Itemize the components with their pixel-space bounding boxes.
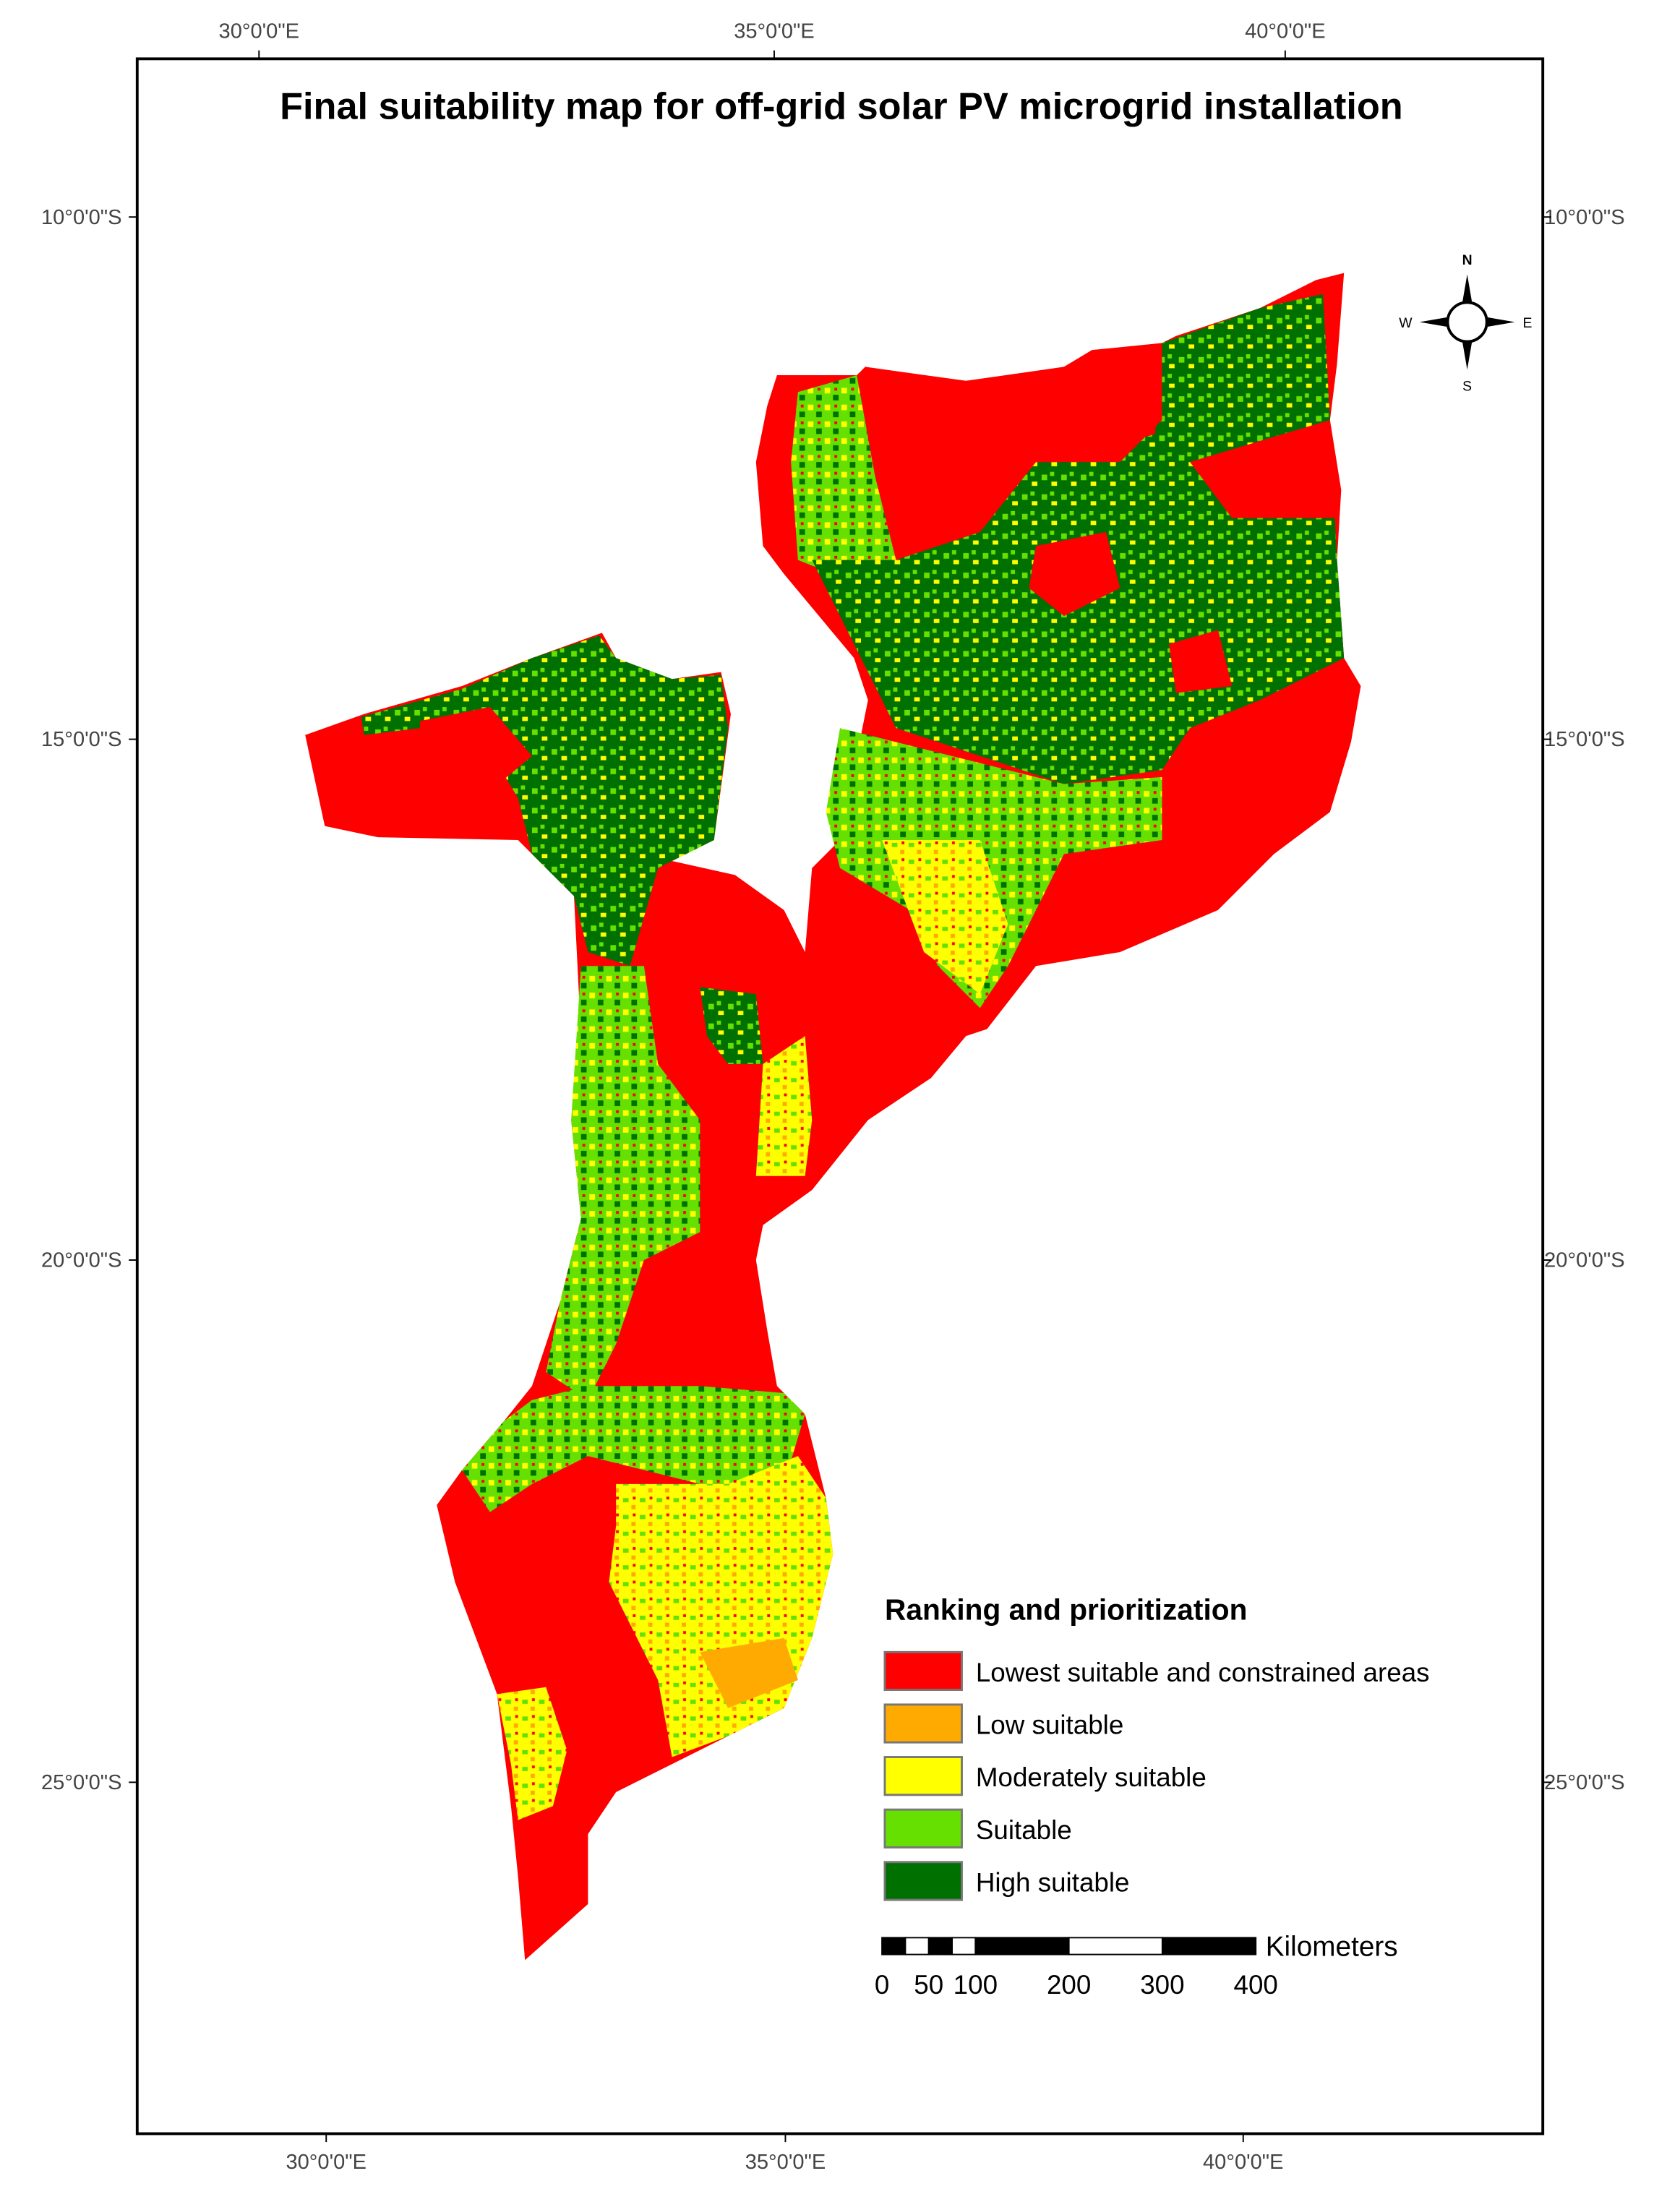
graticule-labels: 30°0'0"E 35°0'0"E 40°0'0"E 30°0'0"E 35°0'0"E… [41,20,1625,2174]
legend-swatch [883,1650,963,1692]
legend-label: Lowest suitable and constrained areas [976,1658,1430,1687]
graticule-label: 15°0'0"S [1544,728,1624,751]
graticule-label: 15°0'0"S [41,728,121,751]
legend-swatch [883,1703,963,1744]
scale-segment [881,1937,907,1955]
scale-unit: Kilometers [1266,1932,1398,1963]
scale-tick-label: 50 [914,1970,943,2000]
graticule-label: 25°0'0"S [41,1771,121,1794]
scale-tick-label: 400 [1234,1970,1278,2000]
graticule-label: 20°0'0"S [1544,1249,1624,1272]
scale-tick-label: 200 [1047,1970,1091,2000]
scale-segment [1068,1937,1163,1955]
graticule-label: 40°0'0"E [1245,20,1325,43]
legend-swatch [883,1808,963,1849]
graticule-label: 10°0'0"S [41,206,121,229]
legend-label: Suitable [976,1815,1072,1845]
legend-label: High suitable [976,1867,1130,1897]
compass-label: E [1522,315,1532,331]
graticule-label: 20°0'0"S [41,1249,121,1272]
scale-tick-label: 300 [1140,1970,1184,2000]
scale-segment [951,1937,977,1955]
scale-bar: 0 50 100 200 300 400 Kilometers [875,1932,1398,2000]
legend-label: Moderately suitable [976,1762,1207,1792]
graticule-label: 10°0'0"S [1544,206,1624,229]
north-arrow: N E S W [1399,252,1532,394]
graticule-label: 30°0'0"E [286,2151,367,2174]
legend-swatch [883,1861,963,1901]
suitability-zones [361,294,1345,1820]
graticule-label: 35°0'0"E [734,20,814,43]
legend-title: Ranking and prioritization [885,1593,1247,1627]
compass-label: N [1462,252,1473,268]
legend: Lowest suitable and constrained areas Low… [883,1650,1430,1901]
scale-tick-label: 0 [875,1970,889,2000]
scale-segment [927,1937,953,1955]
compass-label: S [1462,378,1472,394]
graticule-label: 40°0'0"E [1203,2151,1283,2174]
scale-segment [1161,1937,1257,1955]
graticule-label: 35°0'0"E [745,2151,826,2174]
scale-tick-label: 100 [953,1970,998,2000]
map-title: Final suitability map for off-grid solar… [280,86,1403,128]
legend-label: Low suitable [976,1710,1123,1740]
graticule-label: 30°0'0"E [219,20,299,43]
scale-segment [974,1937,1070,1955]
graticule-label: 25°0'0"S [1544,1771,1624,1794]
legend-swatch [883,1756,963,1796]
scale-segment [904,1937,930,1955]
compass-label: W [1399,315,1413,331]
